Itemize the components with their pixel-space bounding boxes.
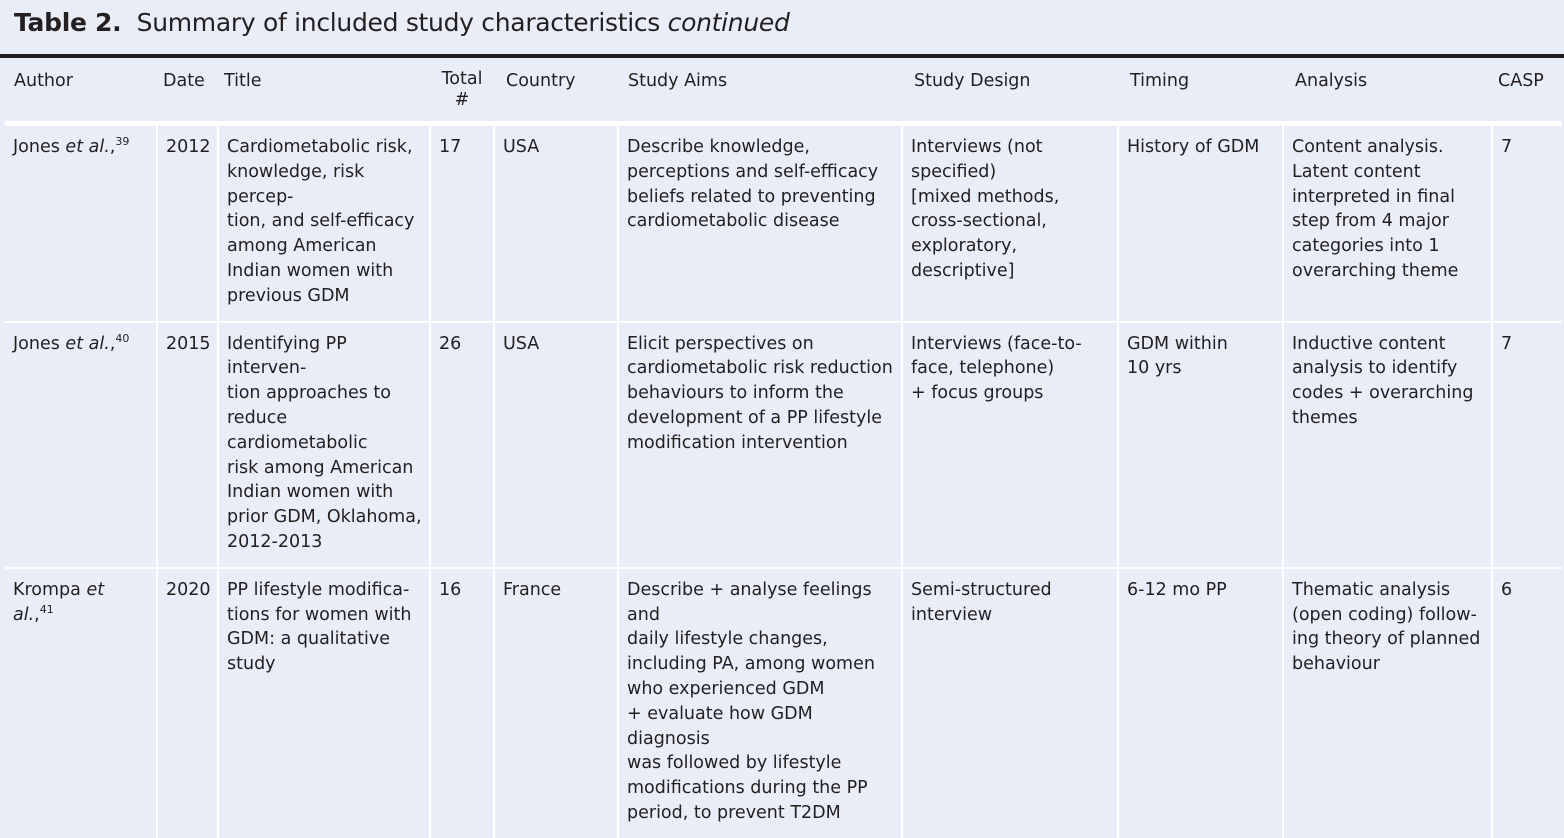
table-row: Jones et al.,39 2012 Cardiometabolic ris… [5, 123, 1562, 322]
cell-total: 16 [429, 566, 494, 838]
cell-title: PP lifestyle modifica- tions for women w… [217, 566, 430, 838]
col-total: Total # [430, 62, 494, 126]
col-date: Date [157, 62, 218, 126]
cell-casp: 6 [1491, 566, 1562, 838]
cell-title: Identifying PP interven- tion approaches… [217, 320, 430, 568]
reference: 41 [39, 602, 54, 616]
col-analysis: Analysis [1283, 62, 1492, 126]
cell-author: Krompa et al.,41 [5, 566, 157, 838]
cell-total: 26 [429, 320, 494, 568]
header-row: Author Date Title Total # Country Study … [5, 62, 1562, 126]
col-design: Study Design [902, 62, 1118, 126]
table-row: Jones et al.,40 2015 Identifying PP inte… [5, 320, 1562, 568]
cell-author: Jones et al.,39 [13, 135, 130, 157]
cell-date: 2020 [156, 566, 218, 838]
cell-analysis: Content analysis. Latent content interpr… [1282, 123, 1492, 322]
table-caption: Table 2. Summary of included study chara… [14, 8, 790, 37]
cell-timing: GDM within 10 yrs [1117, 320, 1283, 568]
col-country: Country [494, 62, 618, 126]
cell-design: Interviews (face-to- face, telephone) + … [901, 320, 1118, 568]
cell-aims: Elicit perspectives on cardiometabolic r… [617, 320, 902, 568]
col-timing: Timing [1118, 62, 1283, 126]
col-title: Title [218, 62, 430, 126]
cell-design: Interviews (not specified) [mixed method… [901, 123, 1118, 322]
cell-casp: 7 [1491, 320, 1562, 568]
cell-country: USA [493, 320, 618, 568]
cell-country: USA [493, 123, 618, 322]
col-aims: Study Aims [618, 62, 902, 126]
table-title: Summary of included study characteristic… [136, 8, 661, 37]
cell-design: Semi-structured interview [901, 566, 1118, 838]
cell-aims: Describe knowledge, perceptions and self… [617, 123, 902, 322]
table-continued: continued [667, 8, 790, 37]
cell-date: 2012 [156, 123, 218, 322]
reference: 39 [115, 135, 130, 149]
caption-rule [0, 54, 1564, 58]
table-label: Table 2. [14, 8, 122, 37]
cell-timing: History of GDM [1117, 123, 1283, 322]
cell-country: France [493, 566, 618, 838]
col-casp: CASP [1492, 62, 1562, 126]
cell-analysis: Thematic analysis (open coding) follow- … [1282, 566, 1492, 838]
table-row: Krompa et al.,41 2020 PP lifestyle modif… [5, 566, 1562, 838]
cell-timing: 6-12 mo PP [1117, 566, 1283, 838]
cell-date: 2015 [156, 320, 218, 568]
cell-analysis: Inductive content analysis to identify c… [1282, 320, 1492, 568]
cell-title: Cardiometabolic risk, knowledge, risk pe… [217, 123, 430, 322]
reference: 40 [115, 331, 130, 345]
cell-total: 17 [429, 123, 494, 322]
cell-author: Jones et al.,40 [5, 320, 157, 568]
cell-casp: 7 [1491, 123, 1562, 322]
col-author: Author [5, 62, 157, 126]
study-characteristics-table: Author Date Title Total # Country Study … [5, 62, 1562, 838]
cell-aims: Describe + analyse feelings and daily li… [617, 566, 902, 838]
